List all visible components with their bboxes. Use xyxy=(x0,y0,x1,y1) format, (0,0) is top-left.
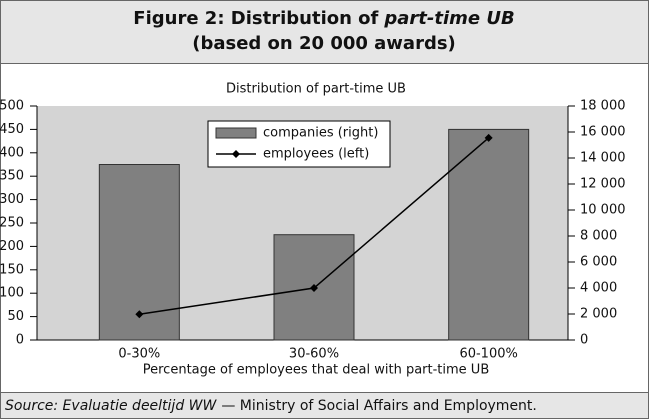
y2-tick-label: 0 xyxy=(580,333,588,348)
y-tick-label: 350 xyxy=(0,169,24,184)
y2-tick-label: 14 000 xyxy=(580,151,626,166)
header xyxy=(0,0,649,64)
legend-swatch xyxy=(215,127,257,139)
y-tick-label: 300 xyxy=(0,192,24,207)
y-tick-label: 0 xyxy=(16,333,24,348)
x-tick-label: 0-30% xyxy=(118,347,160,362)
y-tick-label: 400 xyxy=(0,145,24,160)
x-axis-label: Percentage of employees that deal with p… xyxy=(143,363,490,378)
legend-label: companies (right) xyxy=(263,126,378,141)
figure-title: Figure 2: Distribution of part-time UB xyxy=(133,8,514,29)
x-tick-label: 30-60% xyxy=(289,347,339,362)
y2-tick-label: 18 000 xyxy=(580,99,626,114)
y2-tick-label: 10 000 xyxy=(580,203,626,218)
marker xyxy=(484,133,493,142)
footer xyxy=(0,392,649,419)
y2-tick-label: 12 000 xyxy=(580,177,626,192)
figure-subtitle: (based on 20 000 awards) xyxy=(192,33,456,54)
y-tick-label: 250 xyxy=(0,216,24,231)
y-tick-label: 500 xyxy=(0,99,24,114)
marker xyxy=(310,284,318,293)
marker xyxy=(135,310,144,319)
y2-tick-label: 16 000 xyxy=(580,125,626,140)
legend-label: employees (left) xyxy=(263,147,369,162)
y-tick-label: 150 xyxy=(0,262,24,277)
y2-tick-label: 8 000 xyxy=(580,229,617,244)
x-tick-label: 60-100% xyxy=(459,347,517,362)
source: Source: Evaluatie deeltijd WW — Ministry … xyxy=(5,398,537,414)
y2-tick-label: 4 000 xyxy=(580,281,617,296)
y2-tick-label: 2 000 xyxy=(580,307,617,322)
chart-title: Distribution of part-time UB xyxy=(226,82,406,97)
bar xyxy=(448,128,530,341)
y-tick-label: 200 xyxy=(0,239,24,254)
y-tick-label: 100 xyxy=(0,286,24,301)
y2-tick-label: 6 000 xyxy=(580,255,617,270)
legend-marker xyxy=(232,150,240,158)
y-tick-label: 450 xyxy=(0,122,24,137)
y-tick-label: 50 xyxy=(7,309,24,324)
